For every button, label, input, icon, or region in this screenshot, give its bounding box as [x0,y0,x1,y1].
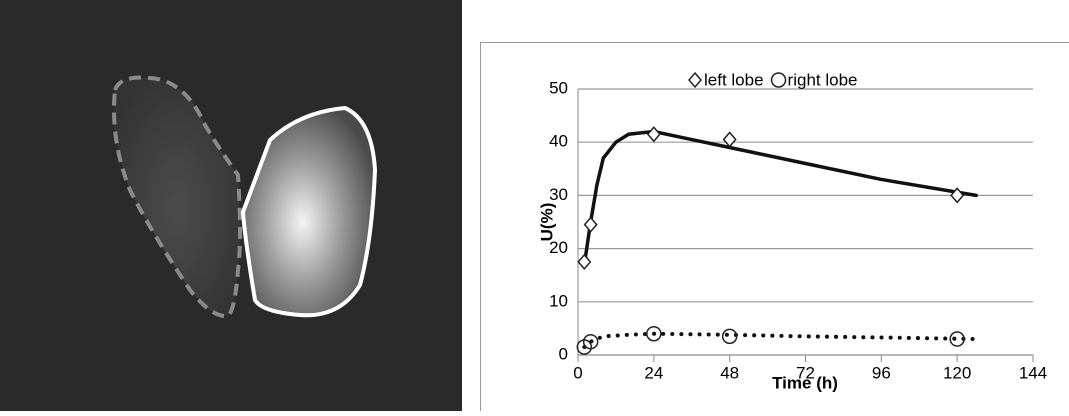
figure: 01020304050024487296120144left loberight… [0,0,1069,411]
x-tick-label: 0 [573,363,582,382]
legend-label: right lobe [788,70,858,89]
x-tick-label: 48 [720,363,739,382]
y-tick-label: 50 [549,78,568,97]
y-tick-label: 40 [549,132,568,151]
chart-frame [481,43,1069,412]
y-tick-label: 0 [559,344,568,363]
y-axis-label: U(%) [537,203,556,242]
legend-label: left lobe [704,70,764,89]
y-tick-label: 30 [549,185,568,204]
x-axis-label: Time (h) [772,373,838,392]
scan-image [0,0,462,411]
x-tick-label: 120 [943,363,971,382]
y-tick-label: 10 [549,291,568,310]
page: {"chart_data": {"type": "scatter", "xlab… [0,0,1069,411]
x-tick-label: 96 [872,363,891,382]
x-tick-label: 24 [644,363,663,382]
x-tick-label: 144 [1019,363,1047,382]
